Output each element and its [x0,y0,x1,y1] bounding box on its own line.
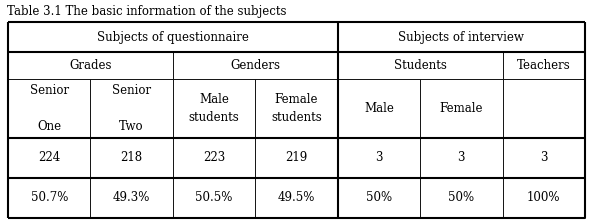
Text: Male
students: Male students [189,93,239,124]
Bar [255,178,337,218]
Text: Table 3.1 The basic information of the subjects: Table 3.1 The basic information of the s… [7,6,287,19]
Bar [337,79,420,138]
Text: 50%: 50% [366,191,392,204]
Text: Female
students: Female students [271,93,322,124]
Bar [173,138,255,178]
Bar [173,79,255,138]
Bar [8,178,91,218]
Bar [8,22,337,52]
Bar [8,52,173,79]
Bar [8,138,91,178]
Bar [173,52,337,79]
Text: Senior

Two: Senior Two [112,84,151,133]
Bar [255,79,337,138]
Text: 3: 3 [458,151,465,164]
Text: Subjects of interview: Subjects of interview [398,31,525,44]
Text: Female: Female [440,102,483,115]
Bar [503,79,585,138]
Text: 219: 219 [285,151,308,164]
Text: Teachers: Teachers [517,59,571,72]
Bar [91,79,173,138]
Text: Senior

One: Senior One [30,84,69,133]
Text: 49.5%: 49.5% [278,191,315,204]
Text: Students: Students [394,59,446,72]
Text: 224: 224 [38,151,60,164]
Bar [503,178,585,218]
Bar [337,52,503,79]
Text: 223: 223 [203,151,225,164]
Text: 3: 3 [375,151,382,164]
Bar [337,22,585,52]
Text: 50.7%: 50.7% [31,191,68,204]
Text: 3: 3 [540,151,548,164]
Bar [173,178,255,218]
Text: 49.3%: 49.3% [113,191,150,204]
Bar [337,138,420,178]
Text: Grades: Grades [69,59,112,72]
Text: Genders: Genders [230,59,280,72]
Bar [8,79,91,138]
Bar [420,178,503,218]
Text: 100%: 100% [527,191,561,204]
Text: 50%: 50% [448,191,474,204]
Text: Subjects of questionnaire: Subjects of questionnaire [97,31,249,44]
Bar [503,52,585,79]
Bar [420,79,503,138]
Text: 50.5%: 50.5% [195,191,233,204]
Bar [337,178,420,218]
Text: 218: 218 [121,151,143,164]
Bar [420,138,503,178]
Bar [91,178,173,218]
Bar [91,138,173,178]
Text: Male: Male [364,102,394,115]
Bar [255,138,337,178]
Bar [503,138,585,178]
